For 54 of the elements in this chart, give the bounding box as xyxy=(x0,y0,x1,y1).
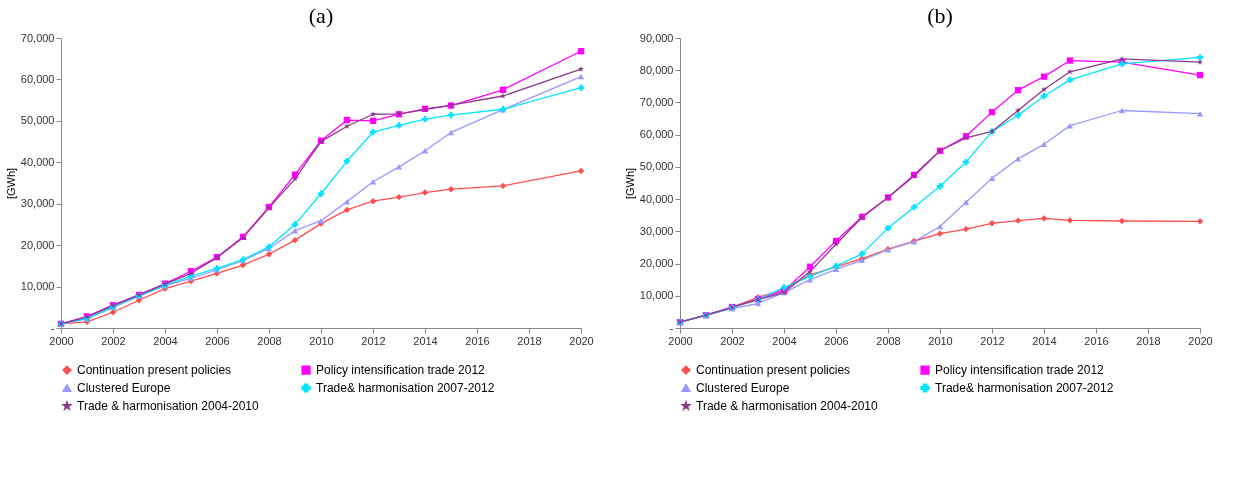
x-tick-label: 2018 xyxy=(1136,334,1161,347)
x-tick-label: 2016 xyxy=(1084,334,1109,347)
x-tick-label: 2010 xyxy=(309,334,334,347)
y-tick-label: 10,000 xyxy=(639,289,674,302)
legend-label: Clustered Europe xyxy=(696,381,790,395)
x-tick-label: 2018 xyxy=(517,334,542,347)
y-axis-title: [GWh] xyxy=(623,167,636,200)
x-tick-label: 2014 xyxy=(1032,334,1057,347)
y-tick-label: 50,000 xyxy=(639,160,674,173)
y-tick-label: 90,000 xyxy=(639,31,674,44)
chart-title: (b) xyxy=(927,3,953,28)
y-tick-label: 50,000 xyxy=(20,114,55,127)
y-tick-label: 60,000 xyxy=(639,128,674,141)
x-tick-label: 2002 xyxy=(720,334,745,347)
x-tick-label: 2012 xyxy=(361,334,386,347)
x-tick-label: 2000 xyxy=(668,334,693,347)
legend-label: Trade& harmonisation 2007-2012 xyxy=(935,381,1114,395)
y-tick-label: 30,000 xyxy=(639,224,674,237)
x-tick-label: 2020 xyxy=(569,334,594,347)
x-tick-label: 2004 xyxy=(153,334,178,347)
legend-label: Continuation present policies xyxy=(77,363,232,378)
x-tick-label: 2004 xyxy=(772,334,797,347)
y-tick-label: 40,000 xyxy=(639,192,674,205)
y-tick-label: 10,000 xyxy=(20,280,55,293)
x-tick-label: 2014 xyxy=(413,334,438,347)
x-tick-label: 2002 xyxy=(101,334,126,347)
x-tick-label: 2008 xyxy=(876,334,901,347)
legend-label: Trade & harmonisation 2004-2010 xyxy=(77,399,259,413)
x-tick-label: 2006 xyxy=(824,334,849,347)
legend-label: Policy intensification trade 2012 xyxy=(935,363,1105,378)
y-tick-label: 60,000 xyxy=(20,72,55,85)
y-tick-label: - xyxy=(669,321,674,334)
x-tick-label: 2020 xyxy=(1188,334,1213,347)
y-tick-label: 20,000 xyxy=(639,257,674,270)
y-tick-label: 40,000 xyxy=(20,155,55,168)
x-tick-label: 2006 xyxy=(205,334,230,347)
x-tick-label: 2008 xyxy=(257,334,282,347)
legend-label: Continuation present policies xyxy=(696,363,851,378)
legend-label: Trade& harmonisation 2007-2012 xyxy=(316,381,495,395)
x-tick-label: 2010 xyxy=(928,334,953,347)
x-tick-label: 2016 xyxy=(465,334,490,347)
chart-title: (a) xyxy=(308,3,334,28)
y-tick-label: - xyxy=(50,321,55,334)
x-tick-label: 2000 xyxy=(49,334,74,347)
y-tick-label: 80,000 xyxy=(639,63,674,76)
y-tick-label: 70,000 xyxy=(639,95,674,108)
y-tick-label: 20,000 xyxy=(20,238,55,251)
legend-label: Trade & harmonisation 2004-2010 xyxy=(696,399,878,413)
x-tick-label: 2012 xyxy=(980,334,1005,347)
legend-label: Clustered Europe xyxy=(77,381,171,395)
legend-label: Policy intensification trade 2012 xyxy=(316,363,486,378)
y-axis-title: [GWh] xyxy=(4,167,17,200)
y-tick-label: 70,000 xyxy=(20,31,55,44)
y-tick-label: 30,000 xyxy=(20,197,55,210)
